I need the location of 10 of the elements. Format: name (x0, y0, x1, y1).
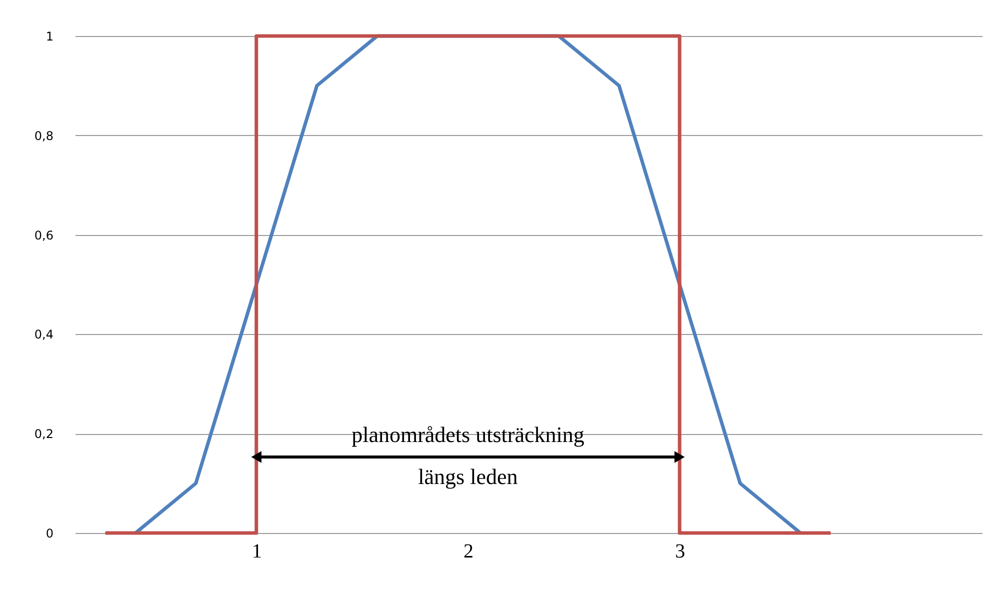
y-tick-label: 0,4 (34, 328, 54, 342)
x-tick-label: 3 (675, 540, 686, 562)
x-tick-label: 2 (463, 540, 474, 562)
y-tick-label: 0,2 (34, 427, 54, 442)
y-tick-label: 0,6 (34, 228, 54, 242)
annotation: planområdets utsträckning längs leden (352, 422, 584, 489)
y-tick-label: 0 (46, 526, 54, 540)
y-tick-label: 1 (46, 30, 54, 44)
x-tick-label: 1 (252, 540, 262, 562)
y-tick-label: 0,8 (34, 128, 54, 143)
